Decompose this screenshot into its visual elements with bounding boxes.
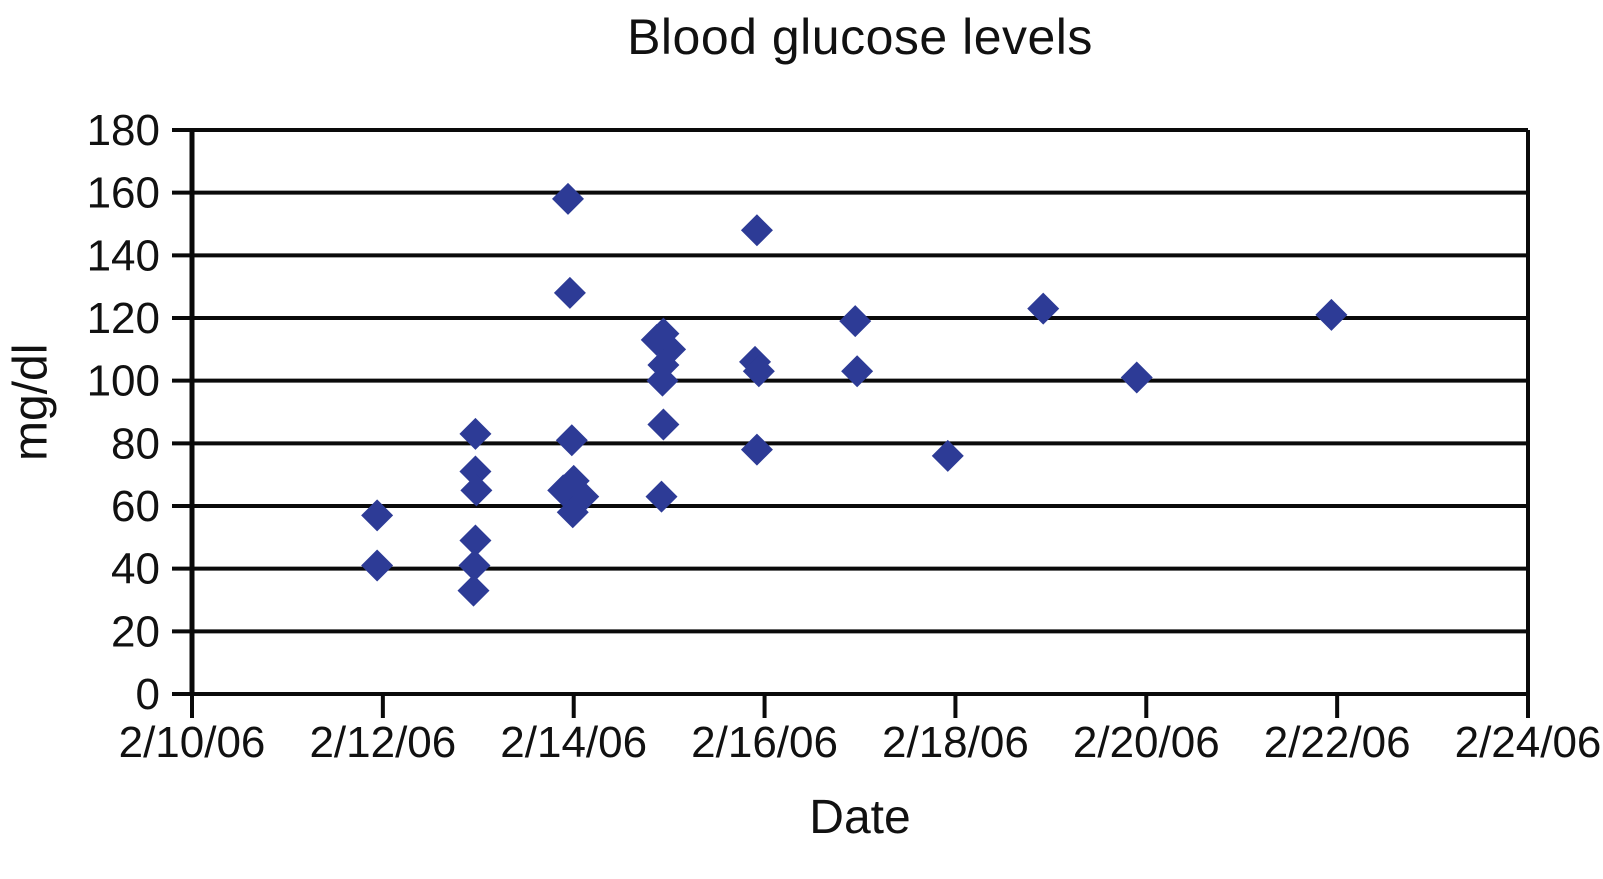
x-tick-label: 2/22/06: [1264, 718, 1411, 767]
y-tick-label: 160: [87, 169, 160, 218]
data-point: [551, 182, 584, 215]
data-point: [646, 364, 679, 397]
x-tick-label: 2/16/06: [691, 718, 838, 767]
data-point: [742, 355, 775, 388]
data-point: [841, 355, 874, 388]
x-tick-label: 2/12/06: [309, 718, 456, 767]
y-tick-label: 80: [111, 419, 160, 468]
data-point: [740, 433, 773, 466]
y-tick-label: 0: [136, 670, 160, 719]
data-point: [457, 574, 490, 607]
y-tick-label: 60: [111, 482, 160, 531]
x-axis-label: Date: [809, 791, 911, 844]
y-tick-label: 40: [111, 545, 160, 594]
y-tick-label: 180: [87, 106, 160, 155]
data-point: [645, 480, 678, 513]
y-tick-label: 140: [87, 231, 160, 280]
data-point: [647, 408, 680, 441]
data-point: [458, 549, 491, 582]
data-point: [839, 305, 872, 338]
data-point: [460, 474, 493, 507]
data-point: [555, 424, 588, 457]
data-point: [361, 549, 394, 582]
data-point: [1315, 298, 1348, 331]
data-point: [556, 496, 589, 529]
y-tick-label: 120: [87, 294, 160, 343]
y-tick-label: 100: [87, 357, 160, 406]
x-tick-label: 2/18/06: [882, 718, 1029, 767]
x-tick-label: 2/10/06: [119, 718, 266, 767]
chart-title: Blood glucose levels: [627, 9, 1093, 65]
y-tick-label: 20: [111, 607, 160, 656]
data-point: [361, 499, 394, 532]
x-tick-label: 2/20/06: [1073, 718, 1220, 767]
data-point: [931, 439, 964, 472]
data-point: [1027, 292, 1060, 325]
x-tick-label: 2/14/06: [500, 718, 647, 767]
data-point: [459, 455, 492, 488]
data-point: [553, 276, 586, 309]
data-point: [459, 417, 492, 450]
data-point: [1120, 361, 1153, 394]
data-point: [459, 524, 492, 557]
x-tick-label: 2/24/06: [1455, 718, 1602, 767]
data-point: [740, 214, 773, 247]
